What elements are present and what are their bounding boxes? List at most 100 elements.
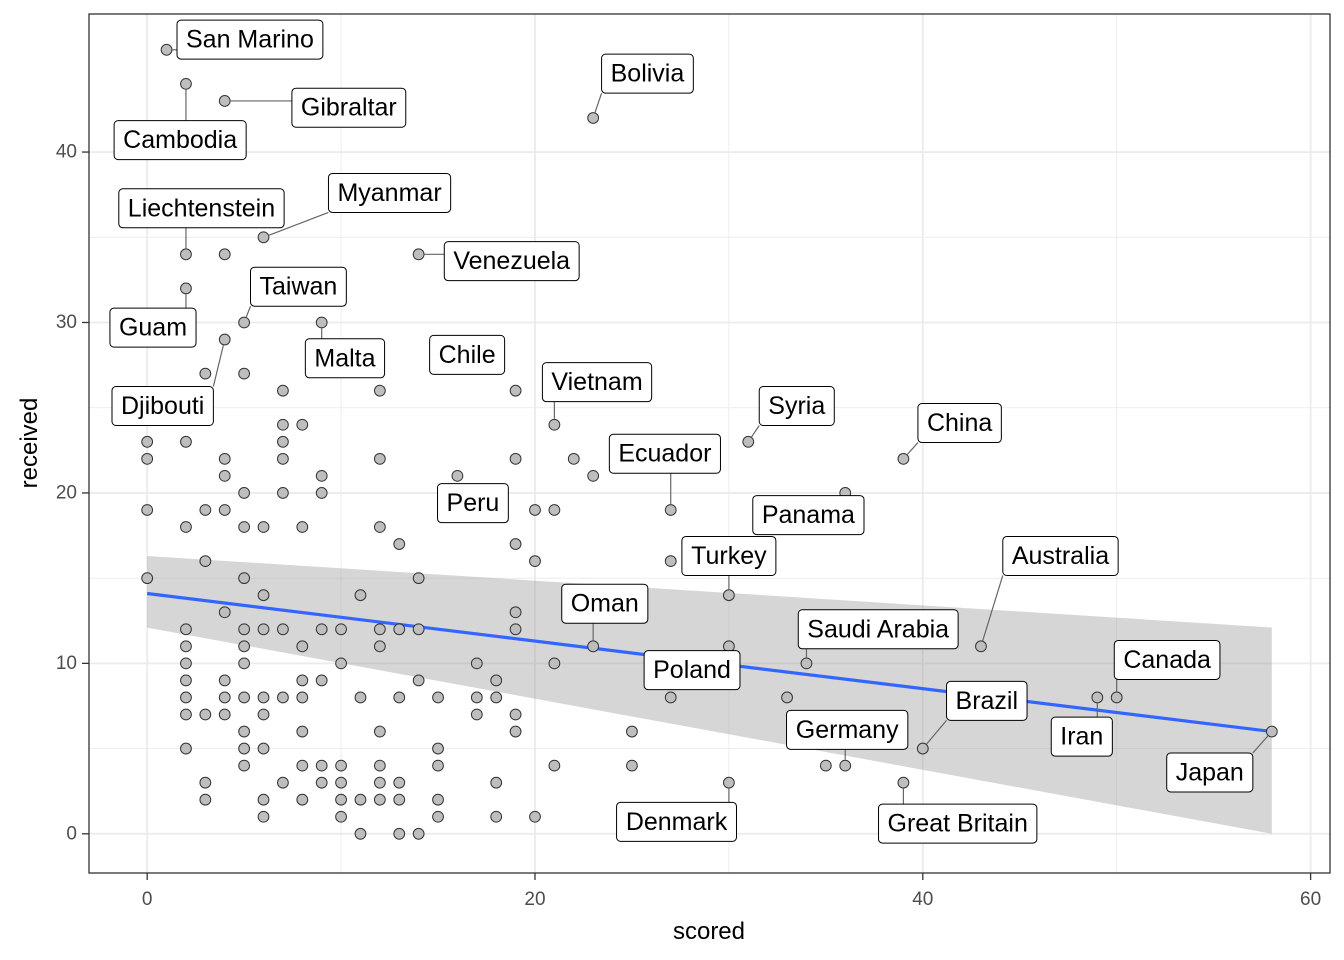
data-point: [277, 452, 289, 465]
point-label: Saudi Arabia: [797, 609, 959, 650]
point-label: Germany: [786, 709, 909, 750]
data-point: [742, 435, 755, 448]
point-label: Gibraltar: [291, 87, 407, 128]
label-text: Brazil: [956, 687, 1019, 715]
label-box: [797, 609, 959, 650]
point-label: Brazil: [946, 680, 1028, 721]
label-leader: [926, 719, 947, 745]
data-point: [180, 640, 192, 653]
point-label: Cambodia: [113, 120, 247, 161]
data-point: [257, 793, 270, 806]
data-point: [257, 810, 270, 823]
point-labels: San Marino Cambodia Gibraltar Bolivia Liecht…: [109, 19, 1254, 844]
label-leader: [594, 92, 603, 113]
data-point: [412, 572, 425, 585]
data-point: [199, 793, 212, 806]
data-point: [180, 248, 192, 261]
data-point: [373, 759, 386, 772]
label-box: [878, 803, 1038, 844]
data-point: [393, 691, 406, 704]
label-leader: [1252, 735, 1269, 754]
data-point: [180, 691, 192, 704]
label-box: [443, 241, 580, 282]
point-label: Japan: [1166, 752, 1254, 793]
data-point: [373, 776, 386, 789]
data-point: [141, 435, 154, 448]
data-point: [664, 555, 677, 568]
data-point: [296, 759, 309, 772]
data-point: [218, 469, 231, 482]
data-point: [432, 742, 444, 755]
label-text: Panama: [762, 501, 855, 529]
data-point: [218, 333, 231, 346]
confidence-band: [147, 555, 1272, 834]
data-point: [335, 623, 347, 636]
data-point: [916, 742, 929, 755]
data-point: [373, 384, 386, 397]
data-point: [335, 810, 347, 823]
data-point: [218, 452, 231, 465]
label-text: Germany: [796, 716, 899, 744]
y-tick-label: 10: [56, 653, 77, 674]
data-point: [354, 589, 367, 602]
data-point: [257, 589, 270, 602]
label-text: Gibraltar: [301, 94, 397, 122]
data-point: [218, 691, 231, 704]
data-point: [277, 418, 289, 431]
point-label: Denmark: [616, 801, 737, 842]
label-text: Australia: [1012, 542, 1109, 570]
data-point: [315, 674, 328, 687]
data-point: [257, 708, 270, 721]
data-point: [315, 487, 328, 499]
x-tick-label: 40: [912, 889, 933, 910]
data-point: [238, 742, 251, 755]
label-text: Denmark: [626, 808, 728, 836]
label-box: [1166, 752, 1254, 793]
data-point: [509, 384, 522, 397]
data-point: [257, 623, 270, 636]
point-label: Iran: [1050, 716, 1113, 757]
data-point: [664, 691, 677, 704]
label-box: [111, 386, 214, 427]
data-point: [354, 827, 367, 840]
label-box: [109, 307, 197, 348]
data-point: [238, 316, 251, 329]
label-box: [561, 583, 649, 624]
label-box: [1002, 535, 1119, 576]
data-point: [296, 521, 309, 533]
data-point: [335, 759, 347, 772]
data-point: [296, 674, 309, 687]
label-text: Malta: [314, 344, 375, 372]
data-point: [180, 435, 192, 448]
data-point: [412, 674, 425, 687]
y-axis-title: received: [16, 398, 43, 489]
grid-minor: [89, 14, 1330, 873]
data-point: [529, 555, 541, 568]
data-point: [199, 708, 212, 721]
point-label: Myanmar: [327, 172, 452, 213]
data-point: [781, 691, 793, 704]
data-point: [315, 759, 328, 772]
data-points: [141, 43, 1278, 840]
data-point: [199, 555, 212, 568]
data-point: [238, 367, 251, 380]
data-point: [800, 657, 813, 670]
data-point: [432, 793, 444, 806]
data-point: [354, 691, 367, 704]
data-point: [218, 708, 231, 721]
data-point: [975, 640, 987, 653]
label-box: [176, 19, 324, 60]
label-text: Saudi Arabia: [807, 615, 949, 643]
data-point: [296, 418, 309, 431]
data-point: [373, 725, 386, 738]
data-point: [180, 674, 192, 687]
data-point: [315, 623, 328, 636]
point-label: Taiwan: [250, 266, 347, 307]
point-label: Peru: [437, 483, 509, 524]
data-point: [412, 827, 425, 840]
label-box: [437, 483, 509, 524]
point-label: Australia: [1002, 535, 1119, 576]
data-point: [587, 640, 600, 653]
data-point: [257, 742, 270, 755]
